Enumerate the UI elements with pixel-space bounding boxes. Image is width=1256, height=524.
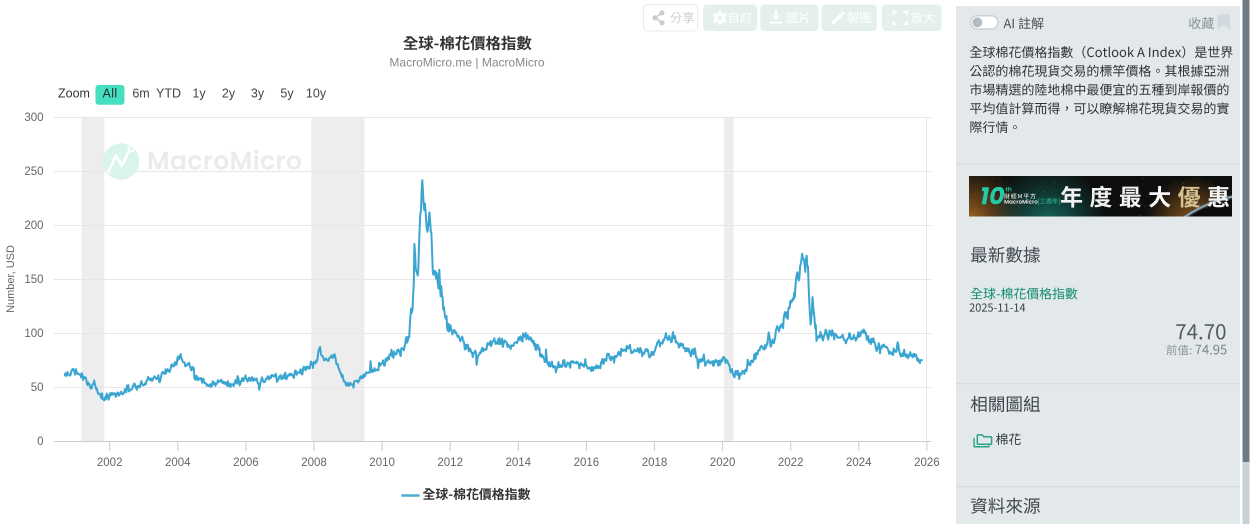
svg-text:200: 200 [24,220,43,232]
svg-text:2016: 2016 [574,457,600,469]
svg-text:2014: 2014 [506,457,532,469]
svg-text:1y: 1y [192,87,206,101]
svg-text:Zoom: Zoom [58,87,90,101]
svg-text:2010: 2010 [369,457,395,469]
svg-text:2008: 2008 [301,457,327,469]
svg-text:5y: 5y [280,87,294,101]
svg-text:10y: 10y [306,87,327,101]
svg-text:2022: 2022 [778,457,804,469]
svg-text:250: 250 [24,166,43,178]
svg-text:2y: 2y [222,87,236,101]
svg-text:2012: 2012 [437,457,463,469]
svg-text:2018: 2018 [642,457,668,469]
svg-text:150: 150 [24,274,43,286]
svg-text:MacroMicro.me | MacroMicro: MacroMicro.me | MacroMicro [389,56,544,70]
svg-text:2024: 2024 [846,457,872,469]
svg-text:2020: 2020 [710,457,736,469]
svg-text:2002: 2002 [97,457,123,469]
svg-text:2004: 2004 [165,457,191,469]
svg-text:50: 50 [31,382,44,394]
svg-text:2006: 2006 [233,457,259,469]
svg-text:300: 300 [24,112,43,124]
svg-text:Number, USD: Number, USD [5,245,17,313]
svg-text:0: 0 [37,436,43,448]
svg-text:All: All [102,87,117,101]
svg-text:3y: 3y [251,87,265,101]
svg-text:6m: 6m [132,87,149,101]
svg-text:100: 100 [24,328,43,340]
svg-text:2026: 2026 [914,457,940,469]
svg-text:YTD: YTD [156,87,181,101]
